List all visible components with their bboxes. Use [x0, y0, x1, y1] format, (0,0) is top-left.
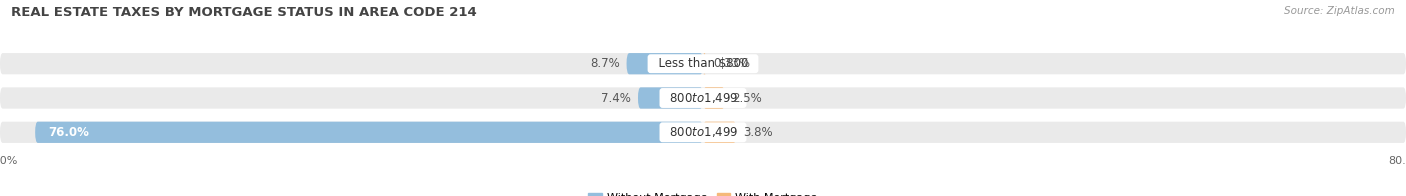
- Text: $800 to $1,499: $800 to $1,499: [662, 125, 744, 139]
- FancyBboxPatch shape: [703, 122, 737, 143]
- Legend: Without Mortgage, With Mortgage: Without Mortgage, With Mortgage: [583, 188, 823, 196]
- FancyBboxPatch shape: [0, 87, 1406, 109]
- Text: 7.4%: 7.4%: [602, 92, 631, 104]
- Text: 76.0%: 76.0%: [48, 126, 89, 139]
- Text: 2.5%: 2.5%: [733, 92, 762, 104]
- Text: 8.7%: 8.7%: [589, 57, 620, 70]
- Text: REAL ESTATE TAXES BY MORTGAGE STATUS IN AREA CODE 214: REAL ESTATE TAXES BY MORTGAGE STATUS IN …: [11, 6, 477, 19]
- Text: 0.33%: 0.33%: [713, 57, 749, 70]
- FancyBboxPatch shape: [627, 53, 703, 74]
- FancyBboxPatch shape: [638, 87, 703, 109]
- Text: Source: ZipAtlas.com: Source: ZipAtlas.com: [1284, 6, 1395, 16]
- Text: Less than $800: Less than $800: [651, 57, 755, 70]
- FancyBboxPatch shape: [0, 53, 1406, 74]
- Text: 3.8%: 3.8%: [744, 126, 773, 139]
- Text: $800 to $1,499: $800 to $1,499: [662, 91, 744, 105]
- FancyBboxPatch shape: [703, 53, 706, 74]
- FancyBboxPatch shape: [35, 122, 703, 143]
- FancyBboxPatch shape: [0, 122, 1406, 143]
- FancyBboxPatch shape: [703, 87, 725, 109]
